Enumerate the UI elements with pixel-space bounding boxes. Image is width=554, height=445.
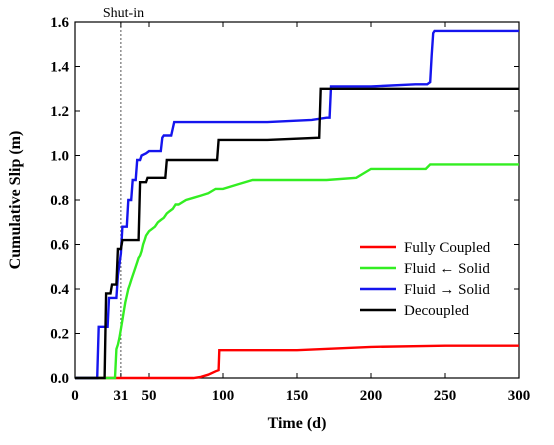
series-group [75, 29, 519, 380]
legend-label: Fluid → Solid [404, 282, 490, 298]
y-axis-label: Cumulative Slip (m) [7, 131, 24, 270]
legend: Fully Coupled Fluid ← Solid Fluid → Solid D… [360, 240, 491, 319]
series-line-2 [75, 29, 519, 380]
x-tick-label: 300 [508, 388, 531, 404]
y-tick-label: 1.0 [50, 149, 69, 165]
y-tick-label: 0.0 [50, 371, 69, 387]
y-tick-label: 0.6 [50, 238, 69, 254]
y-tick-label: 0.8 [50, 193, 69, 209]
series-line-1 [75, 163, 519, 380]
plot-frame [74, 21, 520, 379]
series-line-3 [75, 87, 519, 380]
x-tick-label: 50 [142, 388, 157, 404]
x-tick-label: 100 [212, 388, 235, 404]
legend-label: Decoupled [404, 303, 469, 319]
x-tick-label: 200 [360, 388, 383, 404]
y-tick-label: 1.2 [50, 104, 69, 120]
x-tick-label: 250 [434, 388, 457, 404]
shut-in-label: Shut-in [103, 6, 144, 21]
x-tick-label: 31 [113, 388, 128, 404]
y-tick-label: 1.6 [50, 15, 69, 31]
series-line-0 [75, 344, 519, 380]
x-tick-label: 0 [71, 388, 79, 404]
legend-label: Fluid ← Solid [404, 261, 490, 277]
legend-label: Fully Coupled [404, 240, 491, 256]
y-tick-label: 1.4 [50, 60, 69, 76]
x-tick-label: 150 [286, 388, 309, 404]
axis-ticks: 0 31 50 100 150 200 250 300 0.0 0.2 0.4 0.6 0.8 1.0 1.… [50, 15, 530, 404]
plot-area [74, 21, 520, 379]
y-tick-label: 0.2 [50, 327, 69, 343]
x-axis-label: Time (d) [268, 415, 327, 432]
y-tick-label: 0.4 [50, 282, 69, 298]
